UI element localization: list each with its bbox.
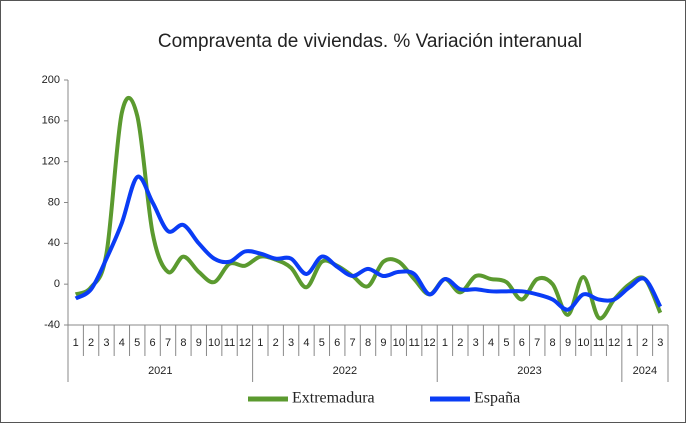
x-tick-label: 1 bbox=[442, 337, 448, 349]
x-tick-label: 3 bbox=[288, 337, 294, 349]
y-tick-label: 160 bbox=[42, 115, 60, 127]
x-tick-label: 7 bbox=[350, 337, 356, 349]
series-line bbox=[74, 174, 663, 312]
x-tick-label: 6 bbox=[150, 337, 156, 349]
x-tick-label: 7 bbox=[165, 337, 171, 349]
x-tick-label: 7 bbox=[534, 337, 540, 349]
x-tick-label: 3 bbox=[103, 337, 109, 349]
x-tick-label: 5 bbox=[319, 337, 325, 349]
x-tick-label: 12 bbox=[608, 337, 620, 349]
x-tick-label: 12 bbox=[239, 337, 251, 349]
y-tick-label: 40 bbox=[48, 237, 60, 249]
x-tick-label: 5 bbox=[134, 337, 140, 349]
year-label: 2022 bbox=[333, 365, 357, 377]
chart-title: Compraventa de viviendas. % Variación in… bbox=[158, 31, 582, 52]
y-tick-label: -40 bbox=[44, 319, 60, 331]
x-tick-label: 2 bbox=[88, 337, 94, 349]
x-tick-label: 12 bbox=[423, 337, 435, 349]
x-tick-label: 6 bbox=[519, 337, 525, 349]
x-tick-label: 2 bbox=[642, 337, 648, 349]
x-tick-label: 9 bbox=[565, 337, 571, 349]
x-tick-label: 5 bbox=[503, 337, 509, 349]
year-label: 2021 bbox=[148, 365, 172, 377]
year-label: 2024 bbox=[633, 365, 657, 377]
x-tick-label: 2 bbox=[273, 337, 279, 349]
x-tick-label: 1 bbox=[257, 337, 263, 349]
x-tick-label: 8 bbox=[550, 337, 556, 349]
x-tick-label: 4 bbox=[119, 337, 125, 349]
x-tick-label: 4 bbox=[488, 337, 494, 349]
x-tick-label: 8 bbox=[180, 337, 186, 349]
x-tick-label: 11 bbox=[593, 337, 604, 349]
x-tick-label: 10 bbox=[393, 337, 405, 349]
x-tick-label: 1 bbox=[626, 337, 632, 349]
legend-label: Extremadura bbox=[292, 390, 375, 407]
x-tick-label: 3 bbox=[473, 337, 479, 349]
x-tick-label: 9 bbox=[380, 337, 386, 349]
x-tick-label: 8 bbox=[365, 337, 371, 349]
year-label: 2023 bbox=[517, 365, 541, 377]
x-tick-label: 1 bbox=[73, 337, 79, 349]
y-tick-label: 0 bbox=[54, 278, 60, 290]
y-tick-label: 120 bbox=[42, 156, 60, 168]
x-tick-label: 9 bbox=[196, 337, 202, 349]
x-tick-label: 2 bbox=[457, 337, 463, 349]
x-tick-label: 3 bbox=[657, 337, 663, 349]
legend-label: España bbox=[474, 390, 520, 407]
x-tick-label: 4 bbox=[303, 337, 309, 349]
x-tick-label: 10 bbox=[577, 337, 589, 349]
y-tick-label: 80 bbox=[48, 196, 60, 208]
x-tick-label: 11 bbox=[224, 337, 235, 349]
x-tick-label: 10 bbox=[208, 337, 220, 349]
x-tick-label: 11 bbox=[408, 337, 419, 349]
x-tick-label: 6 bbox=[334, 337, 340, 349]
y-tick-label: 200 bbox=[42, 74, 60, 86]
